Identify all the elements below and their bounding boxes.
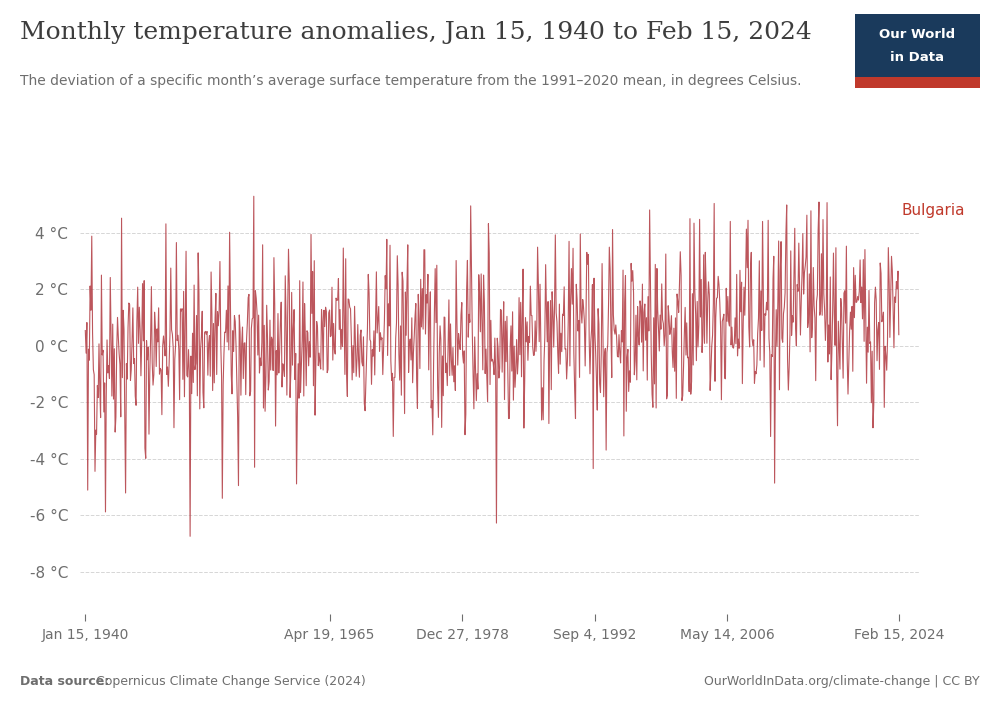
Text: in Data: in Data bbox=[891, 51, 944, 64]
Text: Monthly temperature anomalies, Jan 15, 1940 to Feb 15, 2024: Monthly temperature anomalies, Jan 15, 1… bbox=[20, 21, 812, 44]
Text: Data source:: Data source: bbox=[20, 676, 109, 688]
Text: Bulgaria: Bulgaria bbox=[901, 203, 965, 218]
Text: Copernicus Climate Change Service (2024): Copernicus Climate Change Service (2024) bbox=[92, 676, 366, 688]
Text: OurWorldInData.org/climate-change | CC BY: OurWorldInData.org/climate-change | CC B… bbox=[704, 676, 980, 688]
FancyBboxPatch shape bbox=[855, 77, 980, 88]
Text: Our World: Our World bbox=[879, 28, 956, 42]
Text: The deviation of a specific month’s average surface temperature from the 1991–20: The deviation of a specific month’s aver… bbox=[20, 74, 802, 88]
FancyBboxPatch shape bbox=[855, 14, 980, 88]
